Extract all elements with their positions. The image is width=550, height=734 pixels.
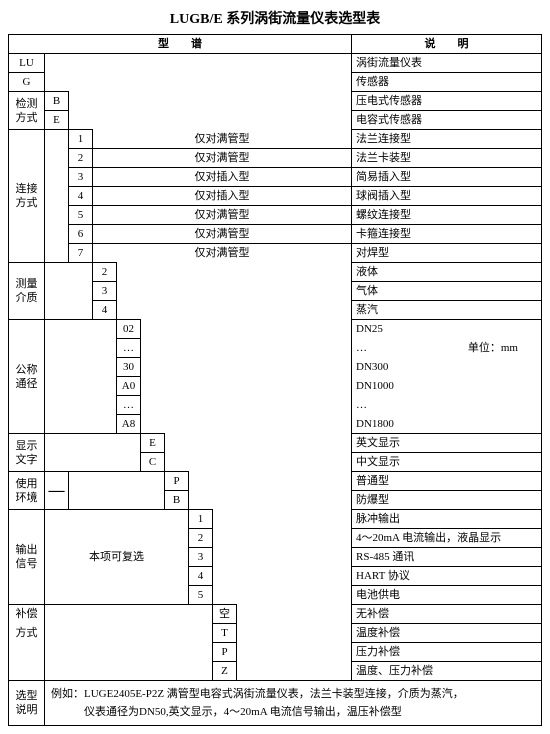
out-2: 2 xyxy=(189,529,213,548)
label-comp1: 补偿 xyxy=(9,605,45,624)
label-comp2: 方式 xyxy=(9,624,45,681)
conn-1-mid: 仅对满管型 xyxy=(93,130,352,149)
conn-3-mid: 仅对插入型 xyxy=(93,168,352,187)
conn-6-mid: 仅对满管型 xyxy=(93,225,352,244)
label-conn: 连接方式 xyxy=(9,130,45,263)
header-model: 型 谱 xyxy=(9,35,352,54)
comp-p-desc: 压力补偿 xyxy=(352,643,542,662)
label-example: 选型说明 xyxy=(9,681,45,726)
medium-3-desc: 气体 xyxy=(352,282,542,301)
dn-desc-1: … 单位：mm xyxy=(352,339,542,358)
out-5: 5 xyxy=(189,586,213,605)
dn-desc-0: DN25 xyxy=(352,320,542,339)
out-1: 1 xyxy=(189,510,213,529)
dn-code-3: A0 xyxy=(117,377,141,396)
comp-z-desc: 温度、压力补偿 xyxy=(352,662,542,681)
conn-1: 1 xyxy=(69,130,93,149)
env-dash: — xyxy=(45,472,69,510)
example-text: 例如：LUGE2405E-P2Z 满管型电容式涡街流量仪表，法兰卡装型连接，介质… xyxy=(45,681,542,726)
medium-4-desc: 蒸汽 xyxy=(352,301,542,320)
label-detect: 检测方式 xyxy=(9,92,45,130)
conn-7: 7 xyxy=(69,244,93,263)
desc-g: 传感器 xyxy=(352,73,542,92)
label-out: 输出信号 xyxy=(9,510,45,605)
conn-4-desc: 球阀插入型 xyxy=(352,187,542,206)
conn-6: 6 xyxy=(69,225,93,244)
conn-5: 5 xyxy=(69,206,93,225)
out-3-desc: RS-485 通讯 xyxy=(352,548,542,567)
disp-e-desc: 英文显示 xyxy=(352,434,542,453)
dn-code-1: … xyxy=(117,339,141,358)
dn-desc-2: DN300 xyxy=(352,358,542,377)
conn-4-mid: 仅对插入型 xyxy=(93,187,352,206)
conn-1-desc: 法兰连接型 xyxy=(352,130,542,149)
detect-e-desc: 电容式传感器 xyxy=(352,111,542,130)
conn-5-desc: 螺纹连接型 xyxy=(352,206,542,225)
page-title: LUGB/E 系列涡街流量仪表选型表 xyxy=(8,8,542,28)
dn-code-4: … xyxy=(117,396,141,415)
selection-table: 型 谱 说 明 LU 涡街流量仪表 G 传感器 检测方式 B 压电式传感器 E … xyxy=(8,34,542,726)
out-4: 4 xyxy=(189,567,213,586)
desc-lu: 涡街流量仪表 xyxy=(352,54,542,73)
env-b: B xyxy=(165,491,189,510)
conn-7-mid: 仅对满管型 xyxy=(93,244,352,263)
header-desc: 说 明 xyxy=(352,35,542,54)
header-row: 型 谱 说 明 xyxy=(9,35,542,54)
medium-3: 3 xyxy=(93,282,117,301)
code-g: G xyxy=(9,73,45,92)
dn-code-0: 02 xyxy=(117,320,141,339)
env-p: P xyxy=(165,472,189,491)
conn-4: 4 xyxy=(69,187,93,206)
out-4-desc: HART 协议 xyxy=(352,567,542,586)
comp-k-desc: 无补偿 xyxy=(352,605,542,624)
medium-4: 4 xyxy=(93,301,117,320)
medium-2-desc: 液体 xyxy=(352,263,542,282)
label-medium: 测量介质 xyxy=(9,263,45,320)
disp-e: E xyxy=(141,434,165,453)
dn-desc-3: DN1000 xyxy=(352,377,542,396)
dn-code-2: 30 xyxy=(117,358,141,377)
dn-desc-4: … xyxy=(352,396,542,415)
label-disp: 显示文字 xyxy=(9,434,45,472)
out-1-desc: 脉冲输出 xyxy=(352,510,542,529)
label-dn: 公称通径 xyxy=(9,320,45,434)
comp-k: 空 xyxy=(213,605,237,624)
conn-2-mid: 仅对满管型 xyxy=(93,149,352,168)
env-p-desc: 普通型 xyxy=(352,472,542,491)
conn-3-desc: 简易插入型 xyxy=(352,168,542,187)
code-lu: LU xyxy=(9,54,45,73)
out-2-desc: 4～20mA 电流输出，液晶显示 xyxy=(352,529,542,548)
comp-z: Z xyxy=(213,662,237,681)
conn-7-desc: 对焊型 xyxy=(352,244,542,263)
detect-e: E xyxy=(45,111,69,130)
label-env: 使用环境 xyxy=(9,472,45,510)
disp-c-desc: 中文显示 xyxy=(352,453,542,472)
detect-b: B xyxy=(45,92,69,111)
out-note: 本项可复选 xyxy=(45,510,189,605)
detect-b-desc: 压电式传感器 xyxy=(352,92,542,111)
comp-t: T xyxy=(213,624,237,643)
dn-desc-5: DN1800 xyxy=(352,415,542,434)
medium-2: 2 xyxy=(93,263,117,282)
conn-5-mid: 仅对满管型 xyxy=(93,206,352,225)
conn-2: 2 xyxy=(69,149,93,168)
comp-p: P xyxy=(213,643,237,662)
out-5-desc: 电池供电 xyxy=(352,586,542,605)
dn-code-5: A8 xyxy=(117,415,141,434)
conn-3: 3 xyxy=(69,168,93,187)
comp-t-desc: 温度补偿 xyxy=(352,624,542,643)
conn-6-desc: 卡箍连接型 xyxy=(352,225,542,244)
out-3: 3 xyxy=(189,548,213,567)
env-b-desc: 防爆型 xyxy=(352,491,542,510)
disp-c: C xyxy=(141,453,165,472)
conn-2-desc: 法兰卡装型 xyxy=(352,149,542,168)
